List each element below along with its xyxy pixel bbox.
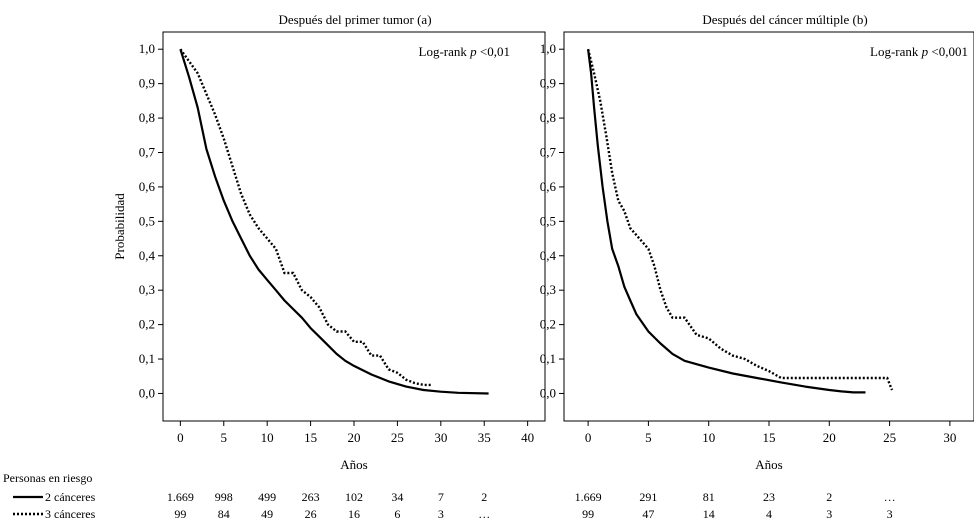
risk-count-2-canceres: 102: [345, 490, 363, 504]
risk-count-2-canceres: 23: [763, 490, 775, 504]
y-tick-label: 0,6: [540, 179, 557, 194]
risk-count-3-canceres: 26: [305, 507, 317, 521]
y-tick-label: 0,4: [540, 248, 557, 263]
y-tick-label: 0,3: [540, 282, 556, 297]
x-tick-label: 15: [304, 430, 317, 445]
series-line-2-canceres: [179, 48, 489, 395]
x-tick-label: 0: [177, 430, 184, 445]
risk-count-2-canceres: 2: [481, 490, 487, 504]
risk-count-2-canceres: 81: [703, 490, 715, 504]
x-tick-label: 10: [702, 430, 715, 445]
risk-count-3-canceres: 3: [826, 507, 832, 521]
y-tick-label: 0,4: [139, 248, 156, 263]
risk-count-3-canceres: 4: [766, 507, 772, 521]
x-tick-label: 30: [434, 430, 447, 445]
y-tick-label: 0,5: [139, 213, 155, 228]
annotation-prefix: Log-rank: [870, 44, 922, 59]
panel-after-first-tumor: Después del primer tumor (a) 0,0 0,1 0,2 0,3…: [112, 12, 546, 521]
annotation-p: p: [469, 44, 477, 59]
y-tick-label: 0,5: [540, 213, 556, 228]
annotation-p: p: [921, 44, 929, 59]
x-tick-label: 35: [478, 430, 491, 445]
risk-count-3-canceres: 49: [261, 507, 273, 521]
y-tick-label: 0,9: [139, 76, 155, 91]
panel-title: Después del primer tumor (a): [278, 12, 431, 27]
risk-count-3-canceres: 3: [887, 507, 893, 521]
series-line-3-canceres: [586, 48, 894, 391]
x-tick-label: 30: [943, 430, 956, 445]
y-tick-label: 0,1: [139, 351, 155, 366]
x-tick-label: 0: [585, 430, 592, 445]
x-tick-label: 20: [823, 430, 836, 445]
y-tick-label: 1,0: [139, 41, 155, 56]
y-tick-label: 0,2: [540, 317, 556, 332]
plot-frame: [563, 31, 974, 422]
risk-legend-row-3-cancers: 3 cánceres: [13, 507, 96, 521]
annotation-suffix: <0,001: [928, 44, 968, 59]
x-axis-title: Años: [755, 457, 782, 472]
y-tick-label: 0,8: [139, 110, 155, 125]
y-tick-label: 1,0: [540, 41, 556, 56]
y-tick-label: 0,1: [540, 351, 556, 366]
y-tick-label: 0,7: [139, 144, 156, 159]
risk-count-2-canceres: 263: [302, 490, 320, 504]
x-axis-title: Años: [340, 457, 367, 472]
x-tick-label: 5: [221, 430, 228, 445]
risk-legend-row-2-cancers: 2 cánceres: [13, 490, 96, 504]
risk-count-3-canceres: 99: [174, 507, 186, 521]
risk-count-3-canceres: 3: [438, 507, 444, 521]
log-rank-annotation: Log-rank p <0,01: [419, 44, 510, 59]
series-line-3-canceres: [179, 48, 433, 387]
plot-frame: [162, 31, 546, 422]
risk-count-2-canceres: 499: [258, 490, 276, 504]
x-tick-label: 10: [261, 430, 274, 445]
log-rank-annotation: Log-rank p <0,001: [870, 44, 968, 59]
y-tick-label: 0,9: [540, 76, 556, 91]
risk-count-2-canceres: 2: [826, 490, 832, 504]
x-tick-label: 25: [391, 430, 404, 445]
y-tick-label: 0,0: [139, 385, 155, 400]
risk-count-3-canceres: …: [478, 507, 490, 521]
y-tick-label: 0,7: [540, 144, 557, 159]
x-tick-label: 25: [883, 430, 896, 445]
x-tick-label: 20: [348, 430, 361, 445]
y-tick-label: 0,8: [540, 110, 556, 125]
risk-count-2-canceres: 1.669: [167, 490, 194, 504]
x-tick-label: 15: [763, 430, 776, 445]
risk-count-2-canceres: 34: [391, 490, 403, 504]
risk-count-3-canceres: 16: [348, 507, 360, 521]
annotation-suffix: <0,01: [477, 44, 510, 59]
risk-count-2-canceres: 7: [438, 490, 444, 504]
panel-after-multiple-cancer: Después del cáncer múltiple (b) 0,0 0,1 0,2…: [540, 12, 974, 521]
y-tick-label: 0,0: [540, 385, 556, 400]
series-line-2-canceres: [587, 49, 866, 394]
risk-count-2-canceres: …: [884, 490, 896, 504]
x-tick-label: 40: [521, 430, 534, 445]
risk-count-2-canceres: 291: [639, 490, 657, 504]
risk-count-3-canceres: 99: [582, 507, 594, 521]
y-tick-label: 0,3: [139, 282, 155, 297]
y-tick-label: 0,6: [139, 179, 156, 194]
risk-legend-label-2-cancers: 2 cánceres: [45, 490, 96, 504]
y-tick-label: 0,2: [139, 317, 155, 332]
risk-count-3-canceres: 6: [394, 507, 400, 521]
risk-legend-label-3-cancers: 3 cánceres: [45, 507, 96, 521]
risk-count-3-canceres: 14: [703, 507, 715, 521]
risk-count-3-canceres: 84: [218, 507, 230, 521]
risk-count-3-canceres: 47: [642, 507, 654, 521]
risk-count-2-canceres: 998: [215, 490, 233, 504]
x-tick-label: 5: [645, 430, 652, 445]
risk-count-2-canceres: 1.669: [575, 490, 602, 504]
panel-title: Después del cáncer múltiple (b): [702, 12, 867, 27]
risk-table-header: Personas en riesgo: [3, 471, 92, 485]
annotation-prefix: Log-rank: [419, 44, 471, 59]
y-axis-title: Probabilidad: [112, 193, 127, 260]
